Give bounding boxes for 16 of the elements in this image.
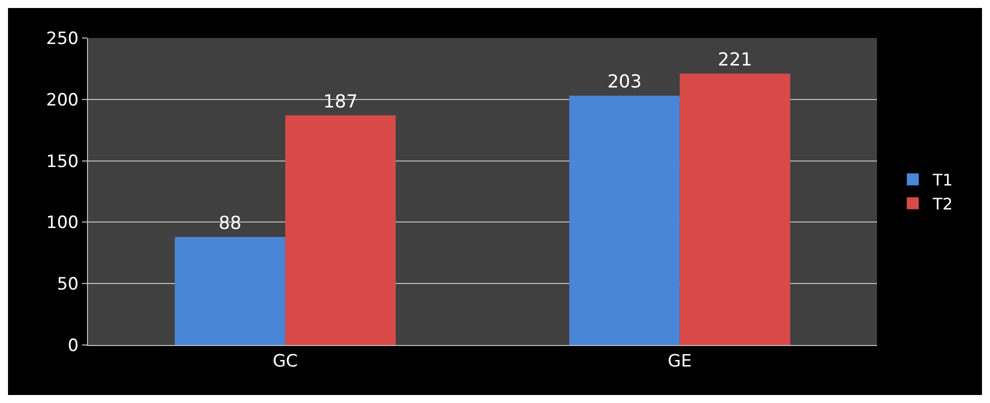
data-label: 221	[718, 50, 752, 71]
bar	[174, 236, 286, 345]
bar	[285, 115, 396, 345]
y-tick-label: 150	[46, 152, 79, 172]
legend-label: T2	[932, 194, 953, 214]
y-tick-label: 50	[56, 274, 79, 295]
bar	[569, 96, 680, 345]
legend-label: T1	[932, 170, 953, 190]
y-tick-label: 200	[46, 90, 79, 110]
y-tick-label: 250	[46, 28, 79, 49]
bar	[680, 74, 790, 345]
y-tick-label: 0	[68, 336, 79, 356]
x-tick-label: GC	[272, 351, 298, 372]
x-tick-label: GE	[668, 351, 692, 372]
y-tick-label: 100	[46, 213, 79, 234]
data-label: 203	[607, 72, 642, 93]
